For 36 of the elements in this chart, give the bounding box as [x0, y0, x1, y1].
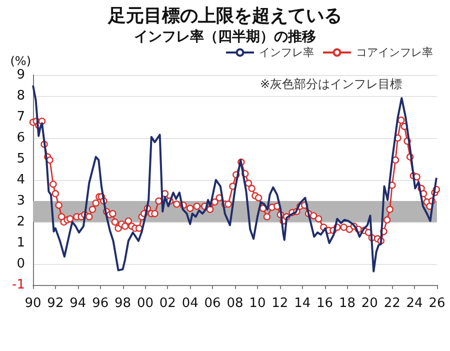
legend-label: インフレ率	[259, 46, 314, 59]
x-tick-label: 96	[92, 296, 109, 311]
y-tick-label: 0	[16, 256, 25, 272]
y-tick-label: 2	[16, 214, 25, 230]
x-tick-label: 02	[159, 296, 176, 311]
x-tick-label: 90	[24, 296, 42, 311]
annotation: ※灰色部分はインフレ目標	[260, 77, 402, 91]
x-tick-label: 98	[114, 296, 132, 311]
y-tick-label: 8	[16, 88, 25, 104]
x-tick-label: 22	[384, 296, 400, 311]
x-tick-label: 10	[249, 296, 266, 311]
x-tick-label: 20	[361, 296, 378, 311]
x-tick-label: 16	[316, 296, 334, 311]
x-tick-label: 06	[204, 296, 221, 311]
y-tick-label: 3	[16, 194, 25, 208]
x-tick-label: 18	[338, 296, 356, 311]
y-tick-label: 5	[16, 152, 25, 166]
y-tick-label: 7	[16, 110, 25, 124]
y-tick-label: -1	[12, 278, 25, 292]
y-tick-label: 6	[16, 130, 25, 146]
x-tick-label: 00	[136, 296, 154, 311]
y-tick-label: 1	[16, 236, 25, 250]
x-tick-label: 26	[428, 296, 446, 311]
x-tick-label: 92	[47, 296, 64, 311]
chart-title: 足元目標の上限を超えている	[107, 6, 342, 26]
x-tick-label: 04	[182, 296, 198, 311]
chart-subtitle: インフレ率（四半期）の推移	[134, 28, 316, 45]
x-tick-label: 12	[272, 296, 288, 311]
x-tick-label: 24	[406, 296, 423, 311]
x-tick-label: 08	[226, 296, 244, 311]
y-axis-title: (%)	[10, 54, 31, 68]
y-tick-label: 9	[16, 68, 25, 82]
x-tick-label: 94	[70, 296, 86, 311]
x-tick-label: 14	[294, 296, 311, 311]
y-tick-label: 4	[16, 172, 25, 188]
legend-label: コアインフレ率	[356, 46, 433, 59]
